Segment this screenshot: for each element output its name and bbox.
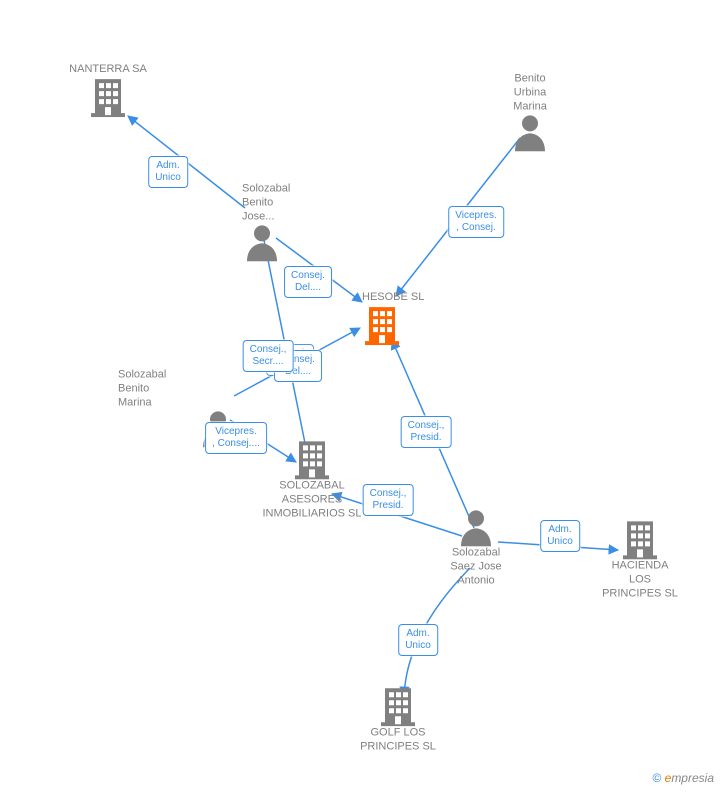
node-label: GOLF LOS PRINCIPES SL xyxy=(338,726,458,754)
node-label: SOLOZABAL ASESORES INMOBILIARIOS SL xyxy=(252,479,372,520)
building-icon xyxy=(48,77,168,117)
person-icon xyxy=(202,224,322,262)
node-soloz_benito_jose: Solozabal Benito Jose... xyxy=(202,182,322,261)
building-icon xyxy=(580,519,700,559)
watermark-brand-rest: mpresia xyxy=(671,771,714,785)
node-label: Solozabal Benito Marina xyxy=(118,368,278,409)
node-nanterra: NANTERRA SA xyxy=(48,63,168,117)
edge-label-soloz_saez_jose-hesobe: Consej., Presid. xyxy=(401,416,452,448)
edge-label-soloz_saez_jose-golf: Adm. Unico xyxy=(398,624,438,656)
edges-layer xyxy=(0,0,728,795)
node-hacienda: HACIENDA LOS PRINCIPES SL xyxy=(580,519,700,600)
edge-label-soloz_benito_marina-hesobe: Consej., Secr.... xyxy=(243,340,294,372)
node-label: HACIENDA LOS PRINCIPES SL xyxy=(580,559,700,600)
edge-label-soloz_saez_jose-hacienda: Adm. Unico xyxy=(540,520,580,552)
node-soloz_asesores: SOLOZABAL ASESORES INMOBILIARIOS SL xyxy=(252,439,372,520)
node-benito_urbina: Benito Urbina Marina xyxy=(470,72,590,151)
edge-label-soloz_benito_marina-soloz_asesores: Vicepres. , Consej.... xyxy=(205,422,267,454)
node-label: Benito Urbina Marina xyxy=(470,72,590,113)
node-label: Solozabal Saez Jose Antonio xyxy=(416,546,536,587)
building-icon xyxy=(322,305,442,345)
node-label: NANTERRA SA xyxy=(48,63,168,77)
person-icon xyxy=(416,508,536,546)
person-icon xyxy=(470,114,590,152)
edge-label-soloz_saez_jose-soloz_asesores: Consej., Presid. xyxy=(363,484,414,516)
edge-label-soloz_benito_jose-hesobe: Consej. Del.... xyxy=(284,266,332,298)
edge-label-soloz_benito_jose-nanterra: Adm. Unico xyxy=(148,156,188,188)
building-icon xyxy=(252,439,372,479)
node-golf: GOLF LOS PRINCIPES SL xyxy=(338,686,458,754)
copyright-symbol: © xyxy=(652,771,661,785)
node-soloz_saez_jose: Solozabal Saez Jose Antonio xyxy=(416,508,536,587)
watermark: © empresia xyxy=(652,771,714,785)
node-label: Solozabal Benito Jose... xyxy=(242,182,322,223)
node-hesobe: HESOBE SL xyxy=(322,291,442,345)
node-label: HESOBE SL xyxy=(362,291,442,305)
building-icon xyxy=(338,686,458,726)
edge-label-benito_urbina-hesobe: Vicepres. , Consej. xyxy=(448,206,504,238)
